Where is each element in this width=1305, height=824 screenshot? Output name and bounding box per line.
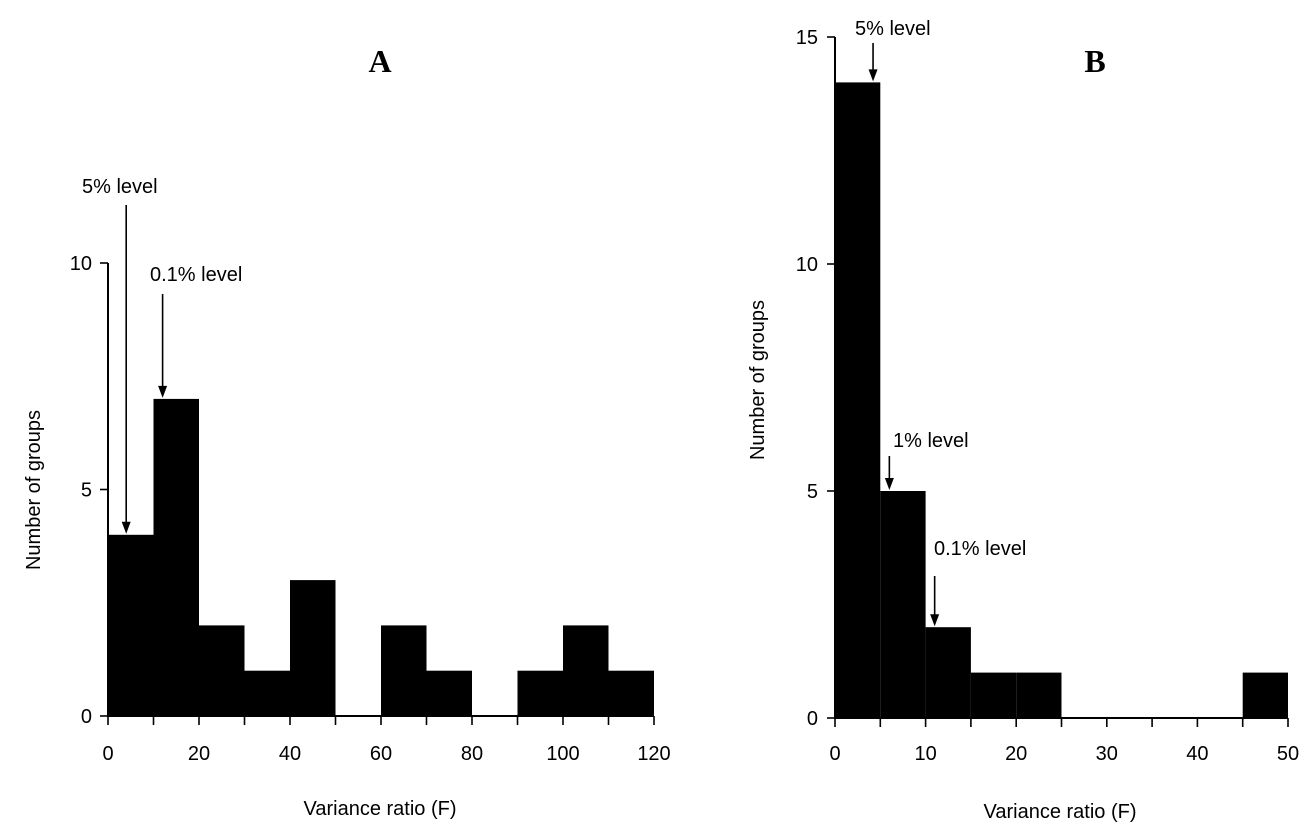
panel-b-bar-3: [970, 672, 1017, 718]
panel-a-bar-9: [517, 670, 563, 716]
panel-b-annotation-arrowhead-0: [868, 69, 878, 82]
panel-a-x-tick-label-1: 20: [188, 743, 210, 765]
panel-a-bar-7: [426, 670, 472, 716]
panel-a-x-tick-label-3: 60: [370, 743, 392, 765]
panel-b-letter: B: [1084, 43, 1105, 79]
panel-b-x-tick-label-4: 40: [1186, 743, 1208, 765]
panel-b-y-tick-label-3: 15: [796, 27, 818, 49]
panel-b-y-tick-label-2: 10: [796, 254, 818, 276]
panel-a-bar-10: [563, 625, 609, 716]
panel-a-histogram: A Variance ratio (F) Number of groups 0 2…: [23, 43, 671, 820]
panel-b-bar-2: [925, 627, 971, 718]
panel-b-x-tick-label-0: 0: [829, 743, 840, 765]
panel-a-x-tick-label-5: 100: [546, 743, 579, 765]
panel-a-x-axis-label: Variance ratio (F): [303, 798, 456, 820]
panel-a-annotation-arrowhead-0: [121, 521, 131, 534]
panel-a-bar-0: [108, 534, 154, 716]
panel-b-x-tick-label-1: 10: [914, 743, 936, 765]
panel-a-bar-4: [290, 580, 336, 716]
panel-b-bar-0: [835, 82, 881, 718]
panel-a-y-tick-label-2: 10: [70, 253, 92, 275]
panel-b-bar-4: [1016, 672, 1062, 718]
panel-b-bar-9: [1242, 672, 1288, 718]
panel-b-x-axis-label: Variance ratio (F): [983, 801, 1136, 823]
panel-a-bar-2: [199, 625, 245, 716]
panel-a-annotation-label-1: 0.1% level: [150, 264, 242, 286]
panel-a-y-axis-label: Number of groups: [23, 410, 45, 570]
panel-b-bar-1: [880, 491, 926, 718]
panel-a-annotation-arrowhead-1: [158, 385, 168, 398]
panel-b-y-tick-label-1: 5: [807, 481, 818, 503]
panel-b-histogram: B Variance ratio (F) Number of groups 0 1…: [747, 18, 1299, 823]
panel-a-letter: A: [368, 43, 391, 79]
panel-b-annotation-arrowhead-1: [884, 478, 894, 490]
panel-a-bar-11: [608, 670, 654, 716]
panel-a-x-tick-label-4: 80: [461, 743, 483, 765]
panel-b-annotation-label-2: 0.1% level: [934, 538, 1026, 560]
panel-a-bar-1: [153, 398, 199, 716]
panel-a-bar-6: [381, 625, 427, 716]
panel-a-annotation-label-0: 5% level: [82, 176, 158, 198]
panel-b-y-tick-label-0: 0: [807, 708, 818, 730]
panel-b-annotation-label-1: 1% level: [893, 430, 969, 452]
panel-b-x-tick-label-5: 50: [1277, 743, 1299, 765]
panel-a-x-tick-label-2: 40: [279, 743, 301, 765]
panel-b-x-tick-label-2: 20: [1005, 743, 1027, 765]
panel-a-y-tick-label-0: 0: [81, 706, 92, 728]
panel-a-y-tick-label-1: 5: [81, 480, 92, 502]
panel-b-x-tick-label-3: 30: [1096, 743, 1118, 765]
panel-a-bar-3: [244, 670, 290, 716]
panel-a-x-tick-label-0: 0: [102, 743, 113, 765]
panel-b-annotation-label-0: 5% level: [855, 18, 931, 40]
panel-b-annotation-arrowhead-2: [930, 614, 940, 627]
panel-b-y-axis-label: Number of groups: [747, 300, 769, 460]
panel-a-x-tick-label-6: 120: [637, 743, 670, 765]
